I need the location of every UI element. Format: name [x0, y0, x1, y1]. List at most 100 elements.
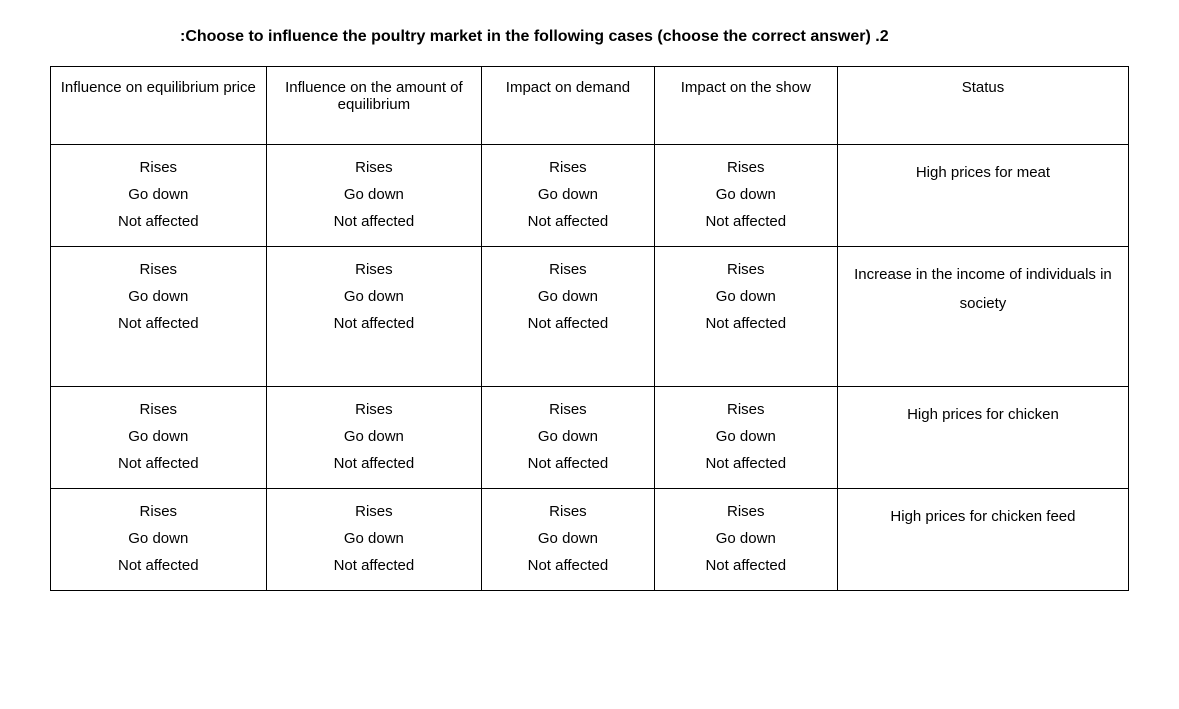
option-cell: Rises Go down Not affected: [51, 489, 267, 591]
option-choice[interactable]: Go down: [344, 530, 404, 547]
option-choice[interactable]: Rises: [355, 159, 393, 176]
question-number: .2: [875, 28, 888, 45]
option-choice[interactable]: Not affected: [334, 213, 415, 230]
option-choice[interactable]: Rises: [140, 159, 178, 176]
option-choice[interactable]: Rises: [549, 401, 587, 418]
option-list: Rises Go down Not affected: [59, 503, 258, 574]
option-choice[interactable]: Rises: [355, 261, 393, 278]
option-choice[interactable]: Rises: [727, 159, 765, 176]
col-header-status: Status: [837, 67, 1128, 145]
table-wrapper: Influence on equilibrium price Influence…: [40, 66, 1139, 591]
option-choice[interactable]: Not affected: [705, 557, 786, 574]
status-cell: High prices for chicken: [837, 387, 1128, 489]
option-list: Rises Go down Not affected: [490, 401, 645, 472]
option-list: Rises Go down Not affected: [663, 503, 829, 574]
option-choice[interactable]: Not affected: [705, 315, 786, 332]
option-choice[interactable]: Not affected: [528, 557, 609, 574]
option-choice[interactable]: Go down: [128, 186, 188, 203]
option-list: Rises Go down Not affected: [490, 159, 645, 230]
option-choice[interactable]: Not affected: [118, 455, 199, 472]
option-choice[interactable]: Not affected: [118, 315, 199, 332]
table-body: Rises Go down Not affected Rises Go down Not …: [51, 145, 1129, 591]
poultry-market-table: Influence on equilibrium price Influence…: [50, 66, 1129, 591]
option-list: Rises Go down Not affected: [663, 401, 829, 472]
option-list: Rises Go down Not affected: [275, 261, 474, 332]
option-choice[interactable]: Rises: [140, 401, 178, 418]
option-choice[interactable]: Rises: [549, 159, 587, 176]
option-choice[interactable]: Not affected: [705, 455, 786, 472]
option-choice[interactable]: Rises: [140, 503, 178, 520]
table-row: Rises Go down Not affected Rises Go down Not …: [51, 145, 1129, 247]
col-header-show: Impact on the show: [654, 67, 837, 145]
col-header-demand: Impact on demand: [482, 67, 654, 145]
option-cell: Rises Go down Not affected: [654, 489, 837, 591]
option-list: Rises Go down Not affected: [490, 261, 645, 332]
option-choice[interactable]: Not affected: [334, 557, 415, 574]
question-title: :Choose to influence the poultry market …: [180, 28, 1139, 46]
option-list: Rises Go down Not affected: [663, 159, 829, 230]
option-cell: Rises Go down Not affected: [482, 489, 654, 591]
option-choice[interactable]: Go down: [716, 288, 776, 305]
option-choice[interactable]: Go down: [538, 428, 598, 445]
option-choice[interactable]: Go down: [716, 428, 776, 445]
option-list: Rises Go down Not affected: [59, 159, 258, 230]
col-header-eq-price: Influence on equilibrium price: [51, 67, 267, 145]
option-cell: Rises Go down Not affected: [654, 247, 837, 387]
option-choice[interactable]: Go down: [344, 186, 404, 203]
option-choice[interactable]: Not affected: [528, 455, 609, 472]
option-choice[interactable]: Not affected: [334, 315, 415, 332]
option-choice[interactable]: Rises: [549, 261, 587, 278]
option-list: Rises Go down Not affected: [275, 503, 474, 574]
option-choice[interactable]: Rises: [355, 503, 393, 520]
option-choice[interactable]: Go down: [128, 530, 188, 547]
option-cell: Rises Go down Not affected: [482, 247, 654, 387]
option-choice[interactable]: Not affected: [528, 315, 609, 332]
option-list: Rises Go down Not affected: [275, 159, 474, 230]
option-choice[interactable]: Go down: [344, 288, 404, 305]
option-choice[interactable]: Go down: [344, 428, 404, 445]
option-cell: Rises Go down Not affected: [482, 145, 654, 247]
option-choice[interactable]: Rises: [549, 503, 587, 520]
option-choice[interactable]: Go down: [128, 288, 188, 305]
status-cell: High prices for meat: [837, 145, 1128, 247]
option-list: Rises Go down Not affected: [490, 503, 645, 574]
option-choice[interactable]: Not affected: [705, 213, 786, 230]
option-list: Rises Go down Not affected: [663, 261, 829, 332]
option-choice[interactable]: Not affected: [334, 455, 415, 472]
option-cell: Rises Go down Not affected: [654, 145, 837, 247]
option-cell: Rises Go down Not affected: [266, 387, 482, 489]
status-cell: High prices for chicken feed: [837, 489, 1128, 591]
option-cell: Rises Go down Not affected: [654, 387, 837, 489]
option-list: Rises Go down Not affected: [275, 401, 474, 472]
option-cell: Rises Go down Not affected: [266, 145, 482, 247]
option-cell: Rises Go down Not affected: [266, 489, 482, 591]
option-choice[interactable]: Not affected: [118, 557, 199, 574]
option-cell: Rises Go down Not affected: [51, 247, 267, 387]
option-cell: Rises Go down Not affected: [51, 387, 267, 489]
question-text: Choose to influence the poultry market i…: [185, 28, 870, 45]
option-choice[interactable]: Go down: [538, 186, 598, 203]
option-choice[interactable]: Not affected: [528, 213, 609, 230]
status-cell: Increase in the income of individuals in…: [837, 247, 1128, 387]
table-row: Rises Go down Not affected Rises Go down Not …: [51, 247, 1129, 387]
option-choice[interactable]: Rises: [140, 261, 178, 278]
table-row: Rises Go down Not affected Rises Go down Not …: [51, 387, 1129, 489]
option-cell: Rises Go down Not affected: [51, 145, 267, 247]
option-choice[interactable]: Rises: [727, 261, 765, 278]
option-choice[interactable]: Go down: [128, 428, 188, 445]
option-cell: Rises Go down Not affected: [482, 387, 654, 489]
option-choice[interactable]: Rises: [727, 503, 765, 520]
option-choice[interactable]: Rises: [727, 401, 765, 418]
option-list: Rises Go down Not affected: [59, 261, 258, 332]
col-header-eq-amount: Influence on the amount of equilibrium: [266, 67, 482, 145]
option-choice[interactable]: Go down: [716, 186, 776, 203]
option-choice[interactable]: Go down: [538, 288, 598, 305]
option-choice[interactable]: Go down: [716, 530, 776, 547]
table-header-row: Influence on equilibrium price Influence…: [51, 67, 1129, 145]
table-row: Rises Go down Not affected Rises Go down Not …: [51, 489, 1129, 591]
option-choice[interactable]: Rises: [355, 401, 393, 418]
option-cell: Rises Go down Not affected: [266, 247, 482, 387]
option-choice[interactable]: Go down: [538, 530, 598, 547]
option-list: Rises Go down Not affected: [59, 401, 258, 472]
option-choice[interactable]: Not affected: [118, 213, 199, 230]
